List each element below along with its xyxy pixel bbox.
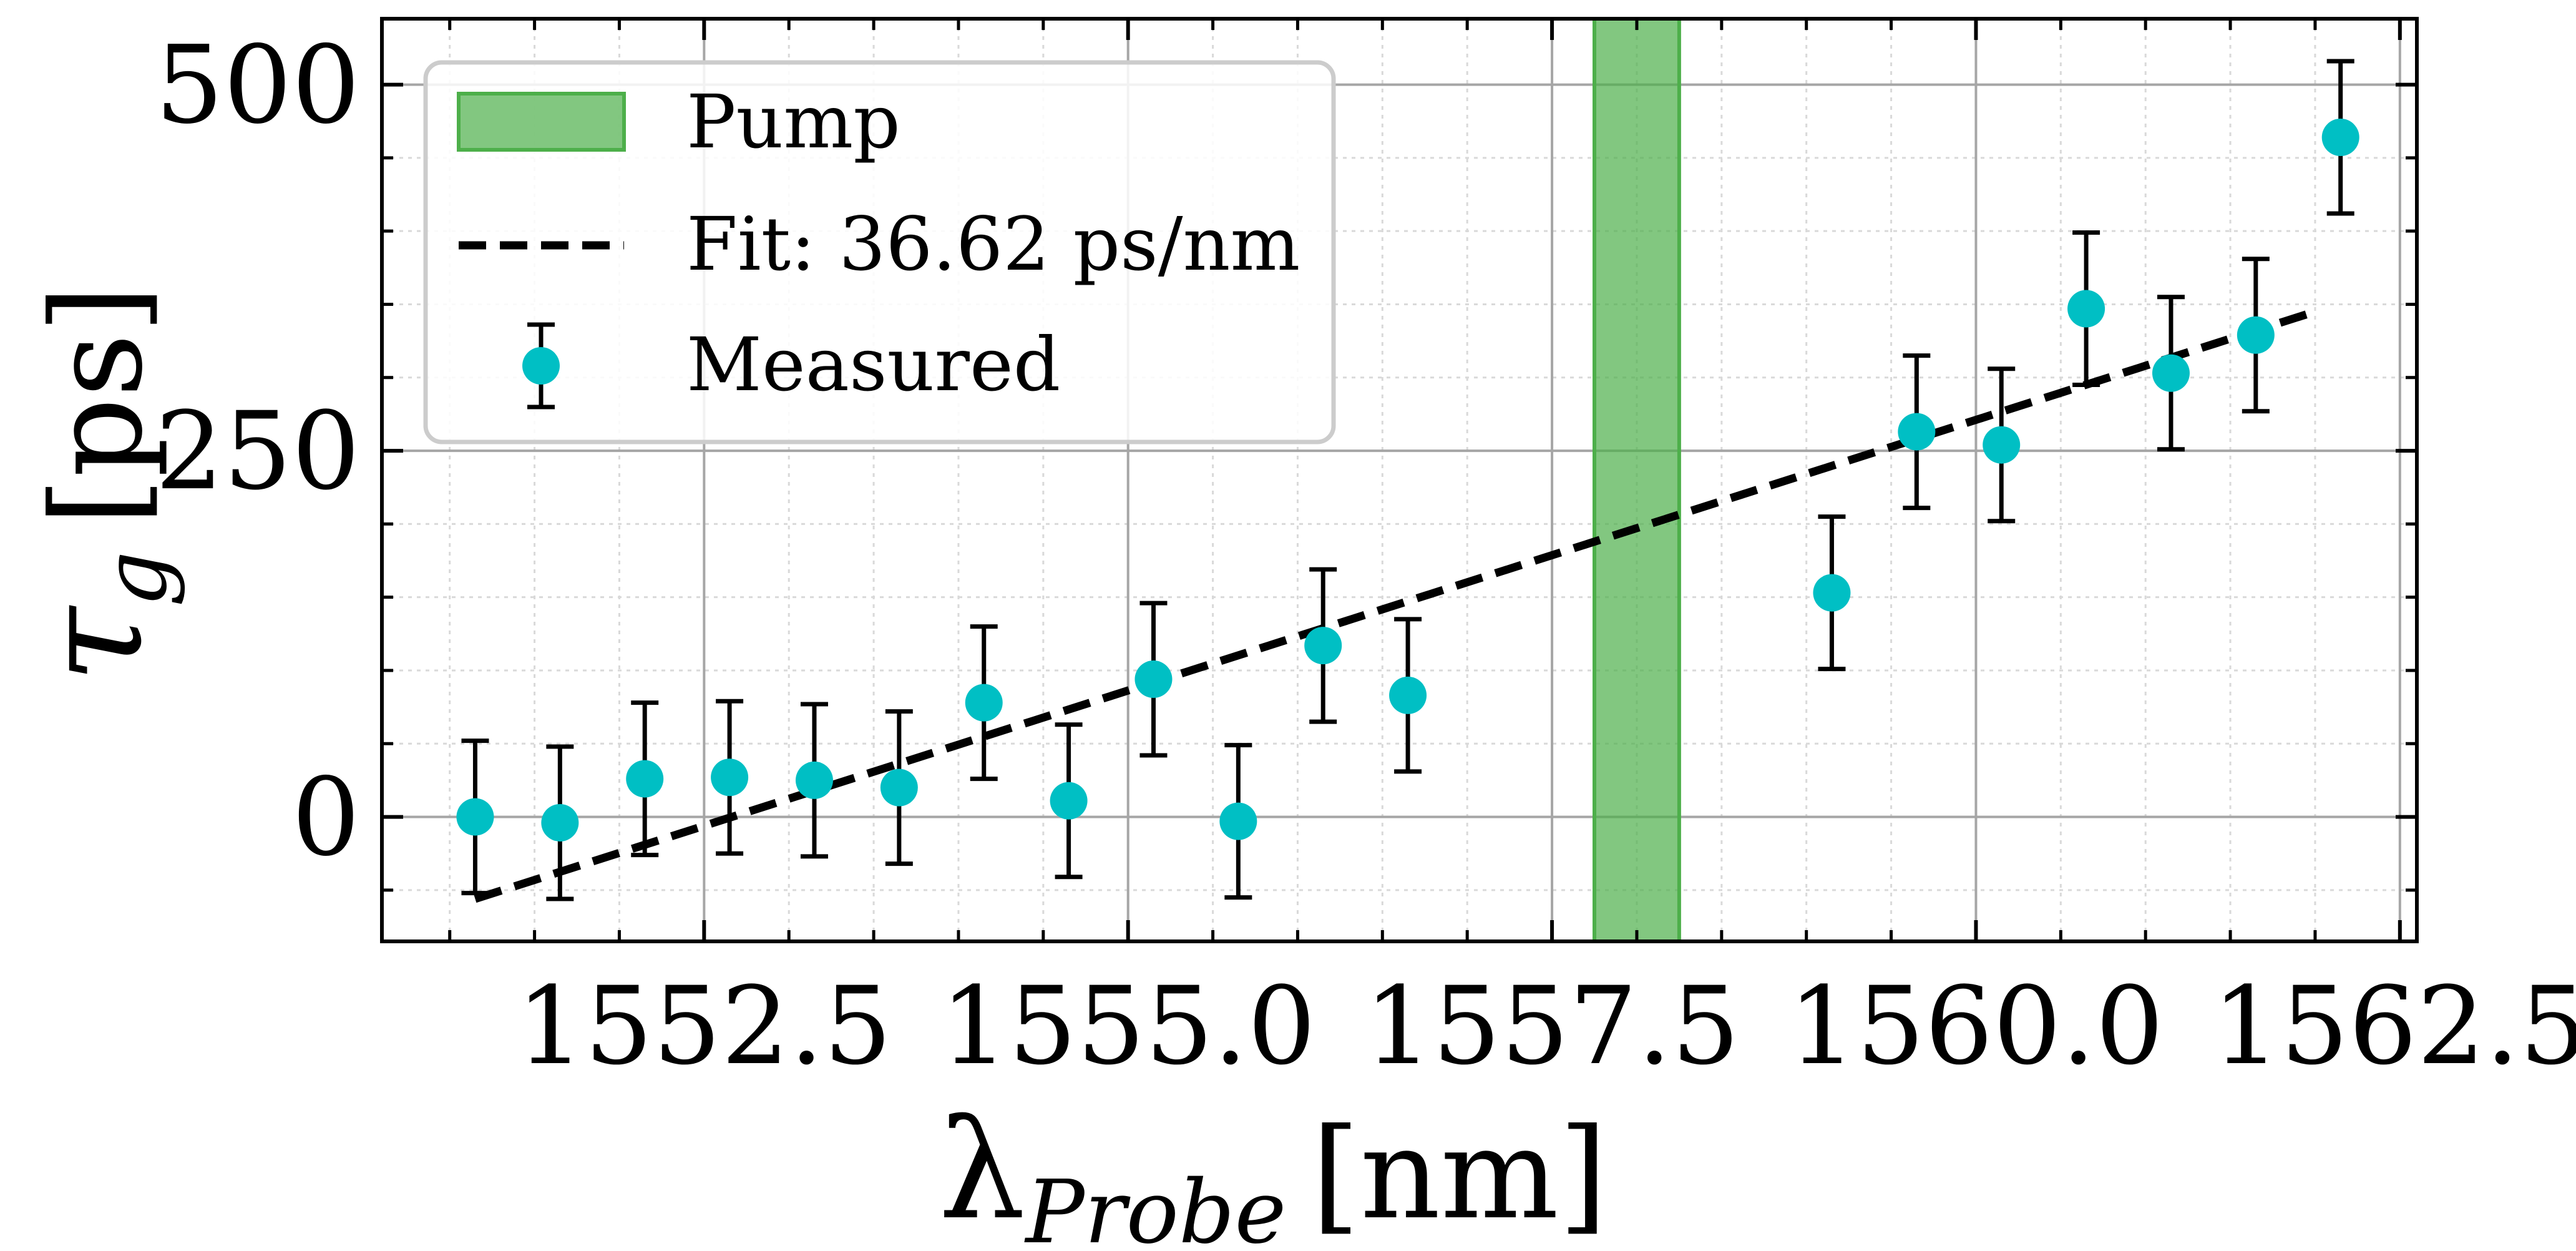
y-axis-unit: [ps] — [25, 285, 170, 526]
data-marker — [456, 798, 494, 836]
data-marker — [880, 768, 918, 807]
measured-point — [2321, 59, 2359, 216]
measured-point — [2067, 230, 2105, 388]
data-marker — [795, 761, 833, 799]
data-marker — [1898, 413, 1936, 451]
legend-pump-label: Pump — [686, 79, 900, 165]
x-axis-subscript: Probe — [1024, 1162, 1287, 1251]
legend-measured-marker — [522, 322, 560, 410]
fit-line — [474, 308, 2316, 903]
pump-band-layer — [1593, 17, 1681, 943]
measured-point — [1389, 617, 1427, 774]
legend-measured-label: Measured — [686, 321, 1060, 408]
measured-point — [880, 709, 918, 866]
measured-point — [626, 700, 664, 858]
fit-line-layer — [474, 308, 2316, 903]
measured-point — [541, 744, 579, 901]
y-tick-label: 250 — [155, 388, 360, 514]
data-marker — [626, 760, 664, 798]
measured-points-layer — [456, 59, 2359, 901]
x-tick-label: 1562.5 — [2212, 963, 2576, 1089]
measured-point — [2237, 257, 2275, 414]
y-axis-subscript: g — [85, 551, 187, 607]
data-marker — [1389, 676, 1427, 714]
measured-point — [1134, 601, 1173, 758]
x-axis-symbol: λ — [939, 1090, 1025, 1250]
measured-point — [1050, 722, 1088, 880]
y-tick-label: 500 — [155, 22, 360, 148]
data-marker — [1219, 802, 1257, 840]
measured-point — [1898, 353, 1936, 511]
data-marker — [2237, 316, 2275, 354]
data-marker — [1304, 627, 1342, 665]
measured-point — [1219, 743, 1257, 900]
x-tick-label: 1557.5 — [1364, 963, 1740, 1089]
y-axis-label: τg [ps] — [13, 285, 187, 683]
tick-labels: 1552.5 1555.0 1557.5 1560.0 1562.5 0 250 500 — [155, 22, 2576, 1089]
legend-box — [423, 60, 1336, 444]
measured-point — [795, 702, 833, 859]
data-marker — [1050, 782, 1088, 820]
legend-pump-swatch — [457, 92, 626, 152]
data-marker — [2321, 119, 2359, 157]
data-marker — [1813, 574, 1851, 612]
measured-point — [1813, 514, 1851, 672]
axes-frame — [380, 17, 2419, 943]
legend: Pump Fit: 36.62 ps/nm Measured — [423, 60, 1336, 444]
x-tick-label: 1555.0 — [940, 963, 1316, 1089]
axis-ticks — [382, 19, 2417, 941]
measured-point — [711, 699, 749, 856]
plot-frame — [380, 17, 2419, 943]
data-marker — [711, 758, 749, 797]
y-tick-label: 0 — [292, 755, 360, 880]
data-marker — [1134, 660, 1173, 699]
data-marker — [2067, 290, 2105, 328]
data-marker — [1983, 426, 2021, 464]
data-marker — [2152, 354, 2190, 392]
legend-fit-label: Fit: 36.62 ps/nm — [686, 201, 1300, 287]
measured-point — [2152, 295, 2190, 452]
data-marker — [541, 803, 579, 841]
y-axis-symbol: τ — [13, 605, 173, 683]
measured-point — [965, 624, 1003, 782]
measured-point — [1304, 567, 1342, 724]
x-axis-unit: [nm] — [1311, 1102, 1608, 1247]
pump-band — [1593, 17, 1681, 943]
x-tick-label: 1560.0 — [1788, 963, 2164, 1089]
measured-point — [456, 738, 494, 896]
x-tick-label: 1552.5 — [516, 963, 892, 1089]
data-marker — [965, 684, 1003, 722]
x-axis-label: λProbe [nm] — [939, 1090, 1608, 1251]
measured-point — [1983, 366, 2021, 524]
